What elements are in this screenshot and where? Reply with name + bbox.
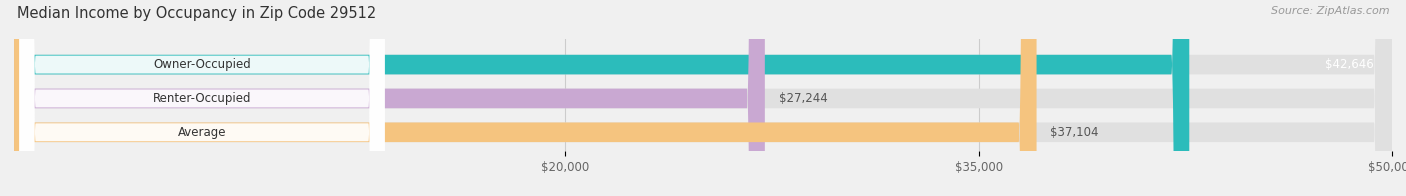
Text: Source: ZipAtlas.com: Source: ZipAtlas.com [1271,6,1389,16]
FancyBboxPatch shape [20,0,385,196]
Text: $37,104: $37,104 [1050,126,1099,139]
FancyBboxPatch shape [14,0,1036,196]
Text: Renter-Occupied: Renter-Occupied [153,92,252,105]
Text: Average: Average [177,126,226,139]
FancyBboxPatch shape [14,0,1392,196]
FancyBboxPatch shape [20,0,385,196]
FancyBboxPatch shape [14,0,1392,196]
FancyBboxPatch shape [14,0,1392,196]
Text: Owner-Occupied: Owner-Occupied [153,58,250,71]
Text: $42,646: $42,646 [1326,58,1374,71]
FancyBboxPatch shape [20,0,385,196]
Text: Median Income by Occupancy in Zip Code 29512: Median Income by Occupancy in Zip Code 2… [17,6,377,21]
Text: $27,244: $27,244 [779,92,827,105]
FancyBboxPatch shape [14,0,1189,196]
FancyBboxPatch shape [14,0,765,196]
